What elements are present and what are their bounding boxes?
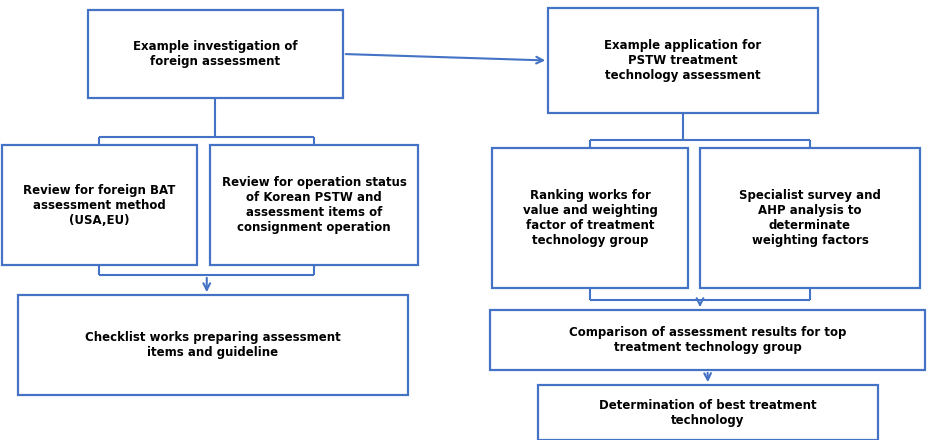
Text: Specialist survey and
AHP analysis to
determinate
weighting factors: Specialist survey and AHP analysis to de… bbox=[739, 189, 880, 247]
Text: Review for operation status
of Korean PSTW and
assessment items of
consignment o: Review for operation status of Korean PS… bbox=[221, 176, 406, 234]
Text: Example application for
PSTW treatment
technology assessment: Example application for PSTW treatment t… bbox=[604, 39, 761, 82]
FancyBboxPatch shape bbox=[547, 8, 817, 113]
Text: Example investigation of
foreign assessment: Example investigation of foreign assessm… bbox=[133, 40, 297, 68]
Text: Review for foreign BAT
assessment method
(USA,EU): Review for foreign BAT assessment method… bbox=[23, 183, 175, 227]
Text: Checklist works preparing assessment
items and guideline: Checklist works preparing assessment ite… bbox=[85, 331, 341, 359]
FancyBboxPatch shape bbox=[491, 148, 687, 288]
FancyBboxPatch shape bbox=[700, 148, 919, 288]
Text: Comparison of assessment results for top
treatment technology group: Comparison of assessment results for top… bbox=[568, 326, 845, 354]
FancyBboxPatch shape bbox=[538, 385, 877, 440]
Text: Ranking works for
value and weighting
factor of treatment
technology group: Ranking works for value and weighting fa… bbox=[522, 189, 657, 247]
FancyBboxPatch shape bbox=[2, 145, 197, 265]
Text: Determination of best treatment
technology: Determination of best treatment technolo… bbox=[599, 399, 816, 426]
FancyBboxPatch shape bbox=[18, 295, 407, 395]
FancyBboxPatch shape bbox=[88, 10, 343, 98]
FancyBboxPatch shape bbox=[489, 310, 924, 370]
FancyBboxPatch shape bbox=[209, 145, 418, 265]
